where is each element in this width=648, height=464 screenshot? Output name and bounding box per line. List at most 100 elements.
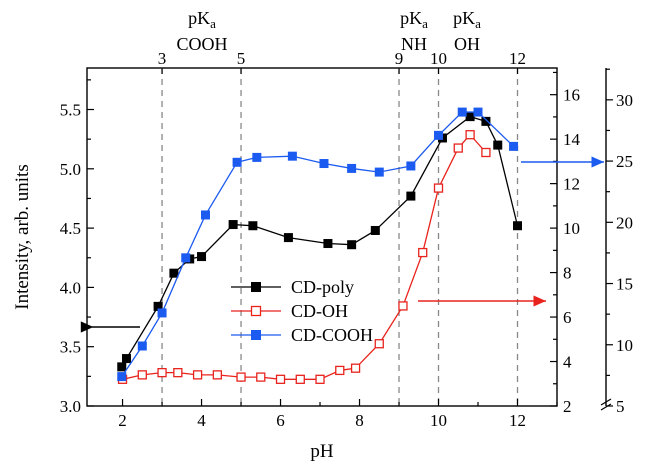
right1-tick-label: 8	[563, 264, 572, 283]
ref-line-label: 10	[430, 49, 447, 68]
data-point	[513, 221, 523, 231]
x-tick-label: 10	[430, 411, 447, 430]
data-point	[232, 157, 242, 167]
data-point	[374, 339, 384, 349]
right1-tick-label: 10	[563, 219, 580, 238]
series-cd-cooh	[117, 107, 519, 382]
right1-tick-label: 4	[563, 353, 572, 372]
data-point	[374, 167, 384, 177]
series-cd-oh	[117, 130, 491, 384]
data-point	[169, 268, 179, 278]
svg-text:CD-OH: CD-OH	[291, 301, 348, 321]
x-tick-label: 4	[197, 411, 206, 430]
right2-tick-label: 15	[616, 275, 633, 294]
pka-nh-annotation: pKa NH	[400, 8, 428, 54]
right2-tick-label: 5	[616, 397, 625, 416]
x-tick-label: 12	[509, 411, 526, 430]
right1-tick-label: 16	[563, 86, 580, 105]
ref-line-label: 12	[509, 49, 526, 68]
y-tick-label: 4.5	[60, 219, 81, 238]
x-tick-label: 6	[276, 411, 285, 430]
data-point	[137, 341, 147, 351]
reference-lines: 3 5 9 10 12	[158, 49, 526, 406]
data-point	[481, 116, 491, 126]
right2-tick-label: 10	[616, 336, 633, 355]
right2-tick-label: 30	[616, 91, 633, 110]
data-point	[347, 163, 357, 173]
y-tick-label: 5.5	[60, 101, 81, 120]
right2-tick-label: 20	[616, 213, 633, 232]
data-point	[347, 240, 357, 250]
ref-line-label: 9	[395, 49, 404, 68]
data-point	[275, 374, 286, 384]
x-axis-title: pH	[310, 441, 334, 462]
y-tick-label: 3.0	[60, 397, 81, 416]
right2-tick-label: 25	[616, 152, 633, 171]
data-point	[283, 233, 293, 243]
y-tick-label: 5.0	[60, 160, 81, 179]
data-point	[433, 183, 444, 193]
svg-text:COOH: COOH	[176, 34, 227, 54]
data-point	[173, 367, 183, 378]
legend-item-cd-poly: CD-poly	[231, 277, 354, 297]
data-point	[153, 301, 163, 311]
right1-tick-label: 6	[563, 308, 572, 327]
data-point	[398, 301, 408, 311]
data-point	[117, 362, 127, 372]
plot-frame	[86, 67, 558, 407]
data-point	[212, 370, 222, 380]
data-point	[200, 210, 210, 220]
pka-cooh-annotation: pKa COOH	[176, 8, 227, 54]
data-point	[315, 374, 325, 384]
data-point	[493, 140, 503, 150]
svg-text:NH: NH	[401, 34, 427, 54]
data-point	[335, 365, 345, 376]
data-point	[197, 252, 207, 262]
right1-tick-label: 12	[563, 175, 580, 194]
data-point	[181, 253, 191, 263]
y-axis-title: Intensity, arb. units	[12, 164, 33, 309]
data-point	[406, 191, 416, 201]
legend: CD-poly CD-OH CD-COOH	[231, 277, 373, 345]
series-layer	[117, 107, 523, 384]
svg-text:pKa: pKa	[188, 8, 216, 31]
svg-text:CD-COOH: CD-COOH	[291, 325, 373, 345]
pka-oh-annotation: pKa OH	[453, 8, 481, 54]
data-point	[457, 107, 467, 117]
data-point	[509, 141, 519, 151]
x-axis: 2 4 6 8 10 12	[118, 399, 558, 430]
data-point	[157, 308, 167, 318]
ref-line-label: 3	[158, 49, 167, 68]
data-point	[406, 161, 416, 171]
right1-tick-label: 2	[563, 397, 572, 416]
data-point	[157, 367, 167, 378]
data-point	[465, 112, 475, 122]
data-point	[319, 159, 329, 169]
data-point	[481, 147, 491, 158]
x-tick-label: 2	[118, 411, 127, 430]
data-point	[370, 225, 380, 235]
ref-line-label: 5	[237, 49, 246, 68]
data-point	[117, 372, 127, 382]
y-axis-right-2: 5 10 15 20 25 30	[600, 68, 633, 416]
data-point	[350, 363, 361, 373]
legend-item-cd-oh: CD-OH	[231, 301, 348, 321]
data-point	[434, 130, 444, 140]
data-point	[121, 354, 131, 364]
data-point	[248, 221, 258, 231]
data-point	[252, 152, 262, 162]
data-point	[236, 372, 246, 382]
legend-item-cd-cooh: CD-COOH	[231, 325, 373, 345]
y-axis-left: 3.0 3.5 4.0 4.5 5.0 5.5	[60, 79, 94, 416]
data-point	[256, 372, 266, 382]
data-point	[473, 107, 483, 117]
y-tick-label: 4.0	[60, 278, 81, 297]
data-point	[287, 151, 297, 161]
series-line	[121, 111, 515, 377]
data-point	[323, 239, 333, 249]
data-point	[465, 130, 475, 140]
data-point	[418, 247, 428, 258]
svg-text:OH: OH	[454, 34, 480, 54]
svg-text:pKa: pKa	[453, 8, 481, 31]
